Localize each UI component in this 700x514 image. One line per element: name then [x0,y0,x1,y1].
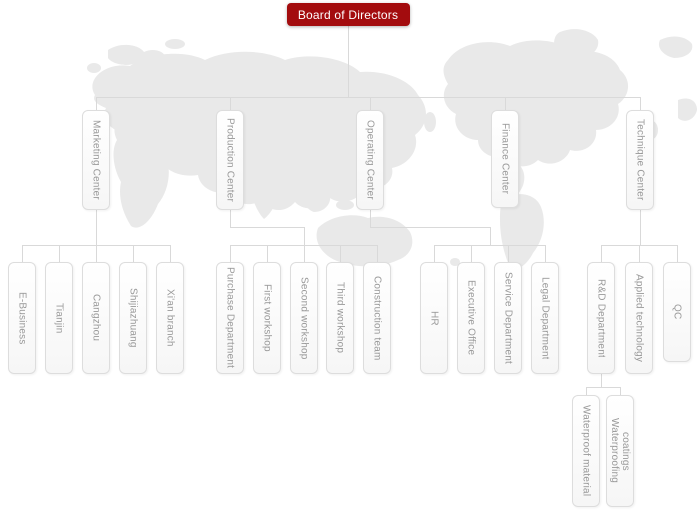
connector-line [96,245,97,262]
connector-line [59,245,60,262]
connector-line [586,387,587,395]
org-node-operating-center: Operating Center [356,110,384,210]
connector-line [230,245,377,246]
connector-line [601,245,602,262]
org-node-tianjin: Tianjin [45,262,73,374]
connector-line [230,210,231,227]
connector-line [490,227,491,245]
connector-line [230,97,231,111]
org-node-label: Operating Center [364,120,376,200]
connector-line [267,245,268,262]
org-node-qc: QC [663,262,691,362]
org-node-label: E-Business [16,291,28,345]
org-node-label: Technique Center [634,119,646,201]
org-node-purchase-department: Purchase Department [216,262,244,374]
connector-line [434,245,545,246]
org-node-label: HR [428,310,440,326]
org-node-board: Board of Directors [286,3,410,26]
org-node-label: Shijiazhuang [127,288,139,348]
org-node-label: Waterproofing coatings [609,418,631,484]
connector-line [133,245,134,262]
connector-line [639,245,640,262]
org-node-label: Construction team [371,275,383,361]
org-node-cangzhou: Cangzhou [82,262,110,374]
connector-line [96,97,97,111]
org-node-label: Marketing Center [90,120,102,200]
org-node-label: Executive Office [465,280,477,356]
org-node-waterproof-material: Waterproof material [572,395,600,507]
connector-line [640,210,641,245]
org-node-hr: HR [420,262,448,374]
org-node-label: Purchase Department [224,267,236,369]
org-node-label: Waterproof material [580,405,592,497]
org-node-shijiazhuang: Shijiazhuang [119,262,147,374]
connector-line [96,210,97,245]
connector-line [677,245,678,262]
org-node-label: Cangzhou [90,294,102,342]
org-node-second-workshop: Second workshop [290,262,318,374]
connector-line [508,245,509,262]
org-node-e-business: E-Business [8,262,36,374]
org-node-waterproofing-coatings: Waterproofing coatings [606,395,634,507]
connector-line [434,245,435,262]
connector-line [170,245,171,262]
connector-line [640,97,641,111]
org-node-technique-center: Technique Center [626,110,654,210]
org-node-label: First workshop [261,284,273,352]
org-node-applied-technology: Applied technology [625,262,653,374]
org-node-xian-branch: Xi'an branch [156,262,184,374]
org-node-production-center: Production Center [216,110,244,210]
org-node-marketing-center: Marketing Center [82,110,110,210]
connector-line [370,210,371,227]
org-node-construction-team: Construction team [363,262,391,374]
org-node-label: Finance Center [499,123,511,195]
connector-line [505,97,506,111]
connector-line [620,387,621,395]
org-node-finance-center: Finance Center [491,110,519,208]
connector-line [370,227,490,228]
connector-line [304,245,305,262]
org-node-legal-department: Legal Department [531,262,559,374]
org-node-label: Xi'an branch [164,289,176,347]
connector-line [348,26,349,97]
connector-line [22,245,23,262]
org-node-label: Legal Department [539,276,551,360]
connector-line [601,374,602,387]
org-node-label: Third workshop [334,282,346,354]
connector-line [586,387,620,388]
connector-line [471,245,472,262]
org-node-label: R&D Department [595,278,607,358]
org-node-label: QC [671,304,683,320]
org-node-rd-department: R&D Department [587,262,615,374]
org-node-third-workshop: Third workshop [326,262,354,374]
org-node-service-department: Service Department [494,262,522,374]
org-node-label: Applied technology [633,273,645,363]
org-node-executive-office: Executive Office [457,262,485,374]
org-node-label: Tianjin [53,302,65,334]
org-node-first-workshop: First workshop [253,262,281,374]
connector-line [370,97,371,111]
connector-line [96,97,641,98]
connector-line [545,245,546,262]
connector-line [230,227,304,228]
org-node-label: Board of Directors [297,7,399,22]
org-node-label: Second workshop [298,276,310,360]
org-node-label: Production Center [224,117,236,202]
connector-line [340,245,341,262]
connector-line [230,245,231,262]
connector-line [304,227,305,245]
org-node-label: Service Department [502,272,514,364]
connector-line [377,245,378,262]
